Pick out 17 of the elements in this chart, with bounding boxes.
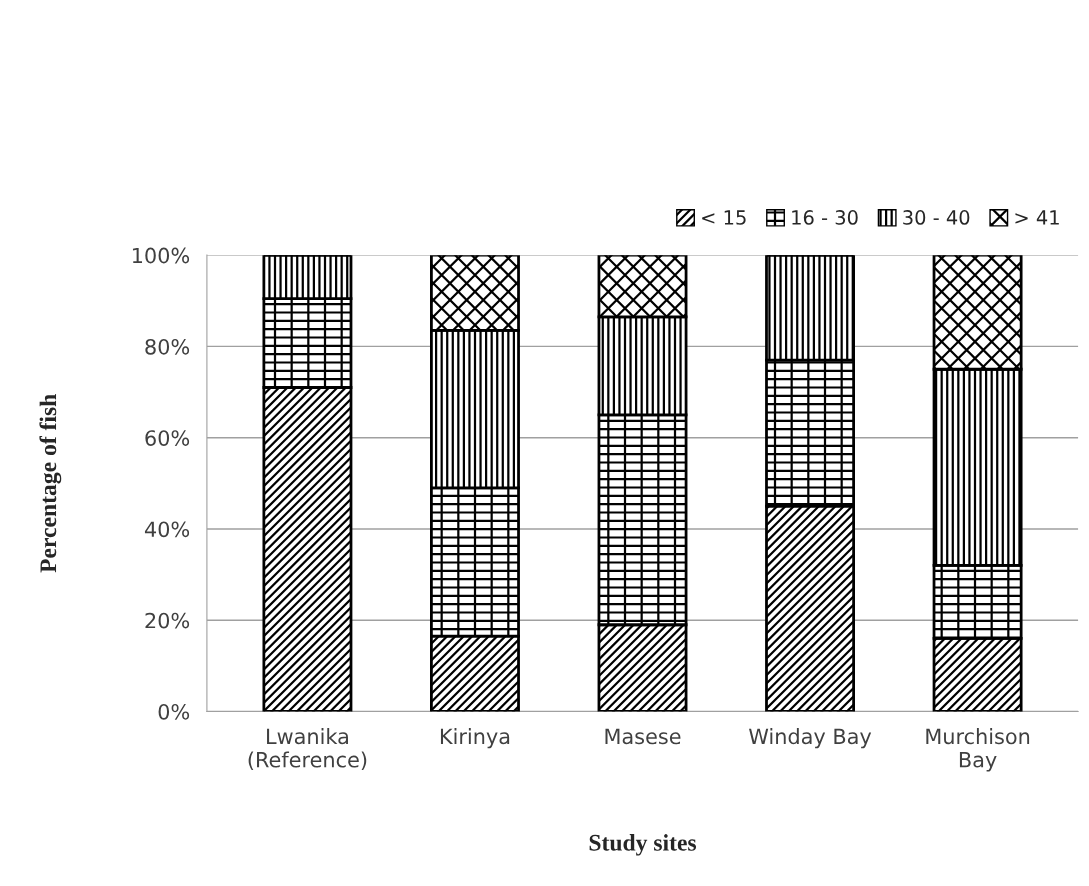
legend-label: < 15 — [702, 210, 746, 225]
legend-label: 16 - 30 — [792, 210, 858, 225]
x-tick-label: Murchison Bay — [926, 728, 1030, 772]
y-tick-label: 0% — [158, 703, 190, 720]
x-tick-label: Masese — [605, 728, 681, 745]
y-tick-label: 80% — [145, 338, 190, 355]
y-tick-label: 100% — [132, 247, 190, 264]
legend-label: 30 - 40 — [903, 210, 970, 225]
x-tick-label: Winday Bay — [749, 728, 872, 749]
y-axis-title: Percentage of fish — [39, 394, 62, 573]
legend-label: > 41 — [1015, 210, 1059, 225]
y-tick-label: 40% — [144, 521, 190, 538]
x-tick-label: Kirinya — [440, 728, 510, 749]
x-axis-title: Study sites — [589, 834, 697, 856]
y-tick-label: 20% — [145, 612, 190, 629]
y-tick-label: 60% — [145, 430, 190, 446]
x-tick-label: Lwanika (Reference) — [248, 728, 367, 771]
